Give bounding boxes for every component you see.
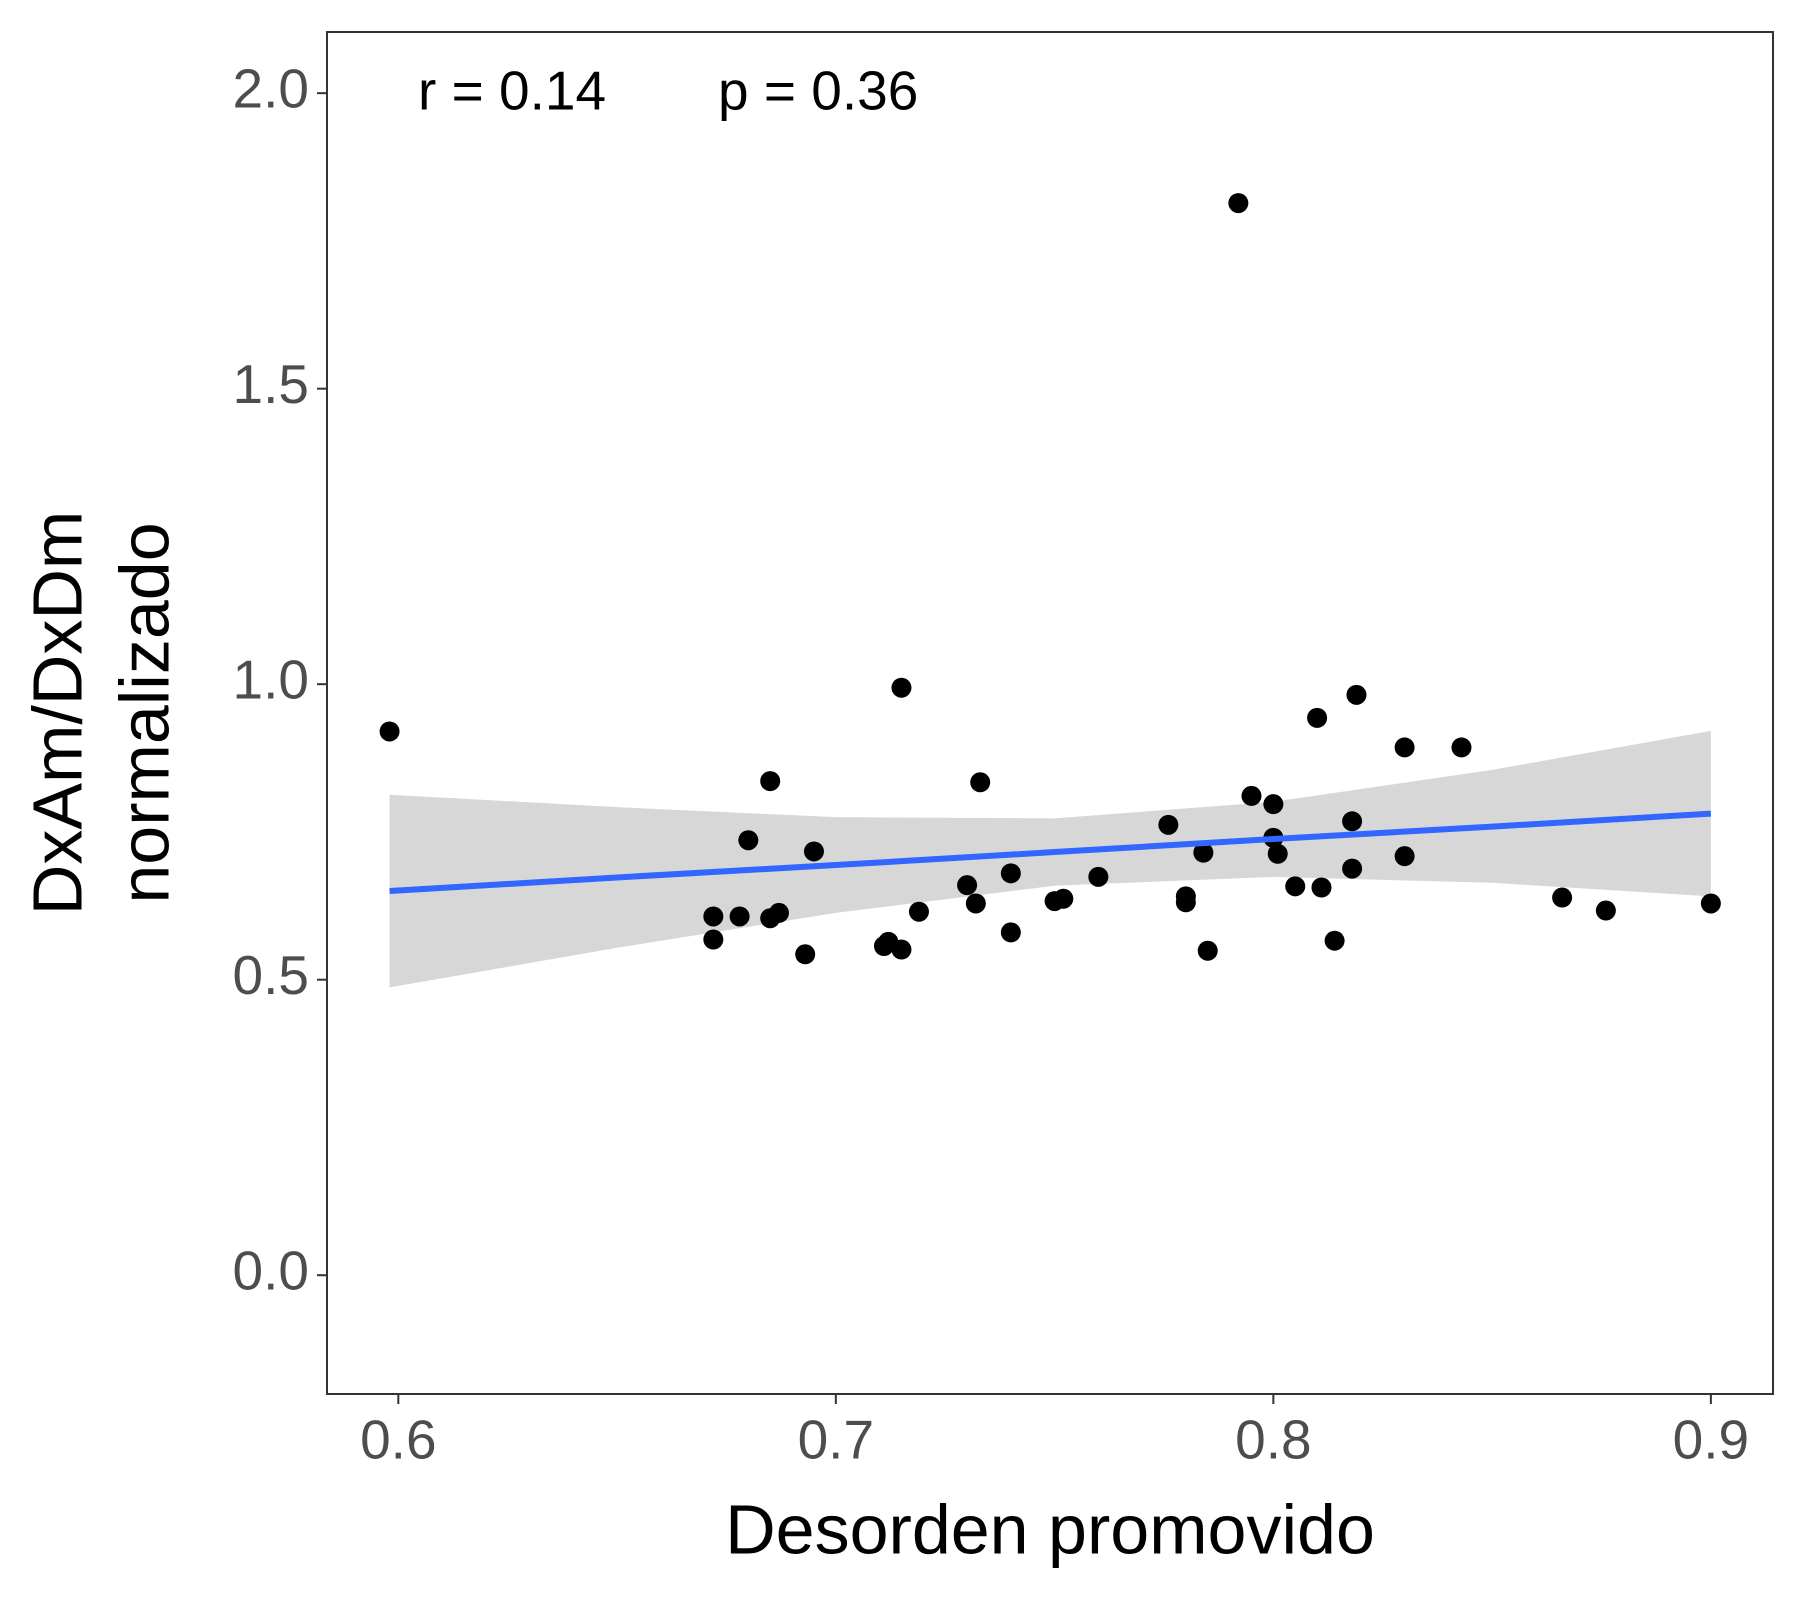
point	[1053, 888, 1074, 909]
point	[1175, 892, 1196, 913]
point	[1595, 900, 1616, 921]
point	[1197, 940, 1218, 961]
point	[703, 929, 724, 950]
point	[1451, 737, 1472, 758]
trend-line	[389, 810, 1712, 895]
point	[891, 939, 912, 960]
point	[760, 771, 781, 792]
point	[1285, 876, 1306, 897]
point	[379, 721, 400, 742]
y-tick-label: 0.5	[233, 944, 309, 1006]
point	[1088, 866, 1109, 887]
point	[1263, 794, 1284, 815]
annotation: p = 0.36	[718, 60, 918, 122]
point	[1342, 858, 1363, 879]
y-tick-label: 0.0	[233, 1240, 309, 1302]
y-tick-label: 1.0	[233, 649, 309, 711]
point	[1000, 922, 1021, 943]
plot-border	[326, 31, 1774, 1395]
x-axis-title: Desorden promovido	[725, 1490, 1375, 1568]
point	[1193, 842, 1214, 863]
x-tick-label: 0.8	[1235, 1409, 1311, 1471]
x-tick-label: 0.7	[798, 1409, 874, 1471]
point	[1307, 707, 1328, 728]
point	[703, 906, 724, 927]
point	[891, 677, 912, 698]
point	[1700, 893, 1721, 914]
annotation: r = 0.14	[418, 60, 606, 122]
y-tick-label: 1.5	[233, 353, 309, 415]
point	[1241, 785, 1262, 806]
point	[1394, 737, 1415, 758]
y-axis-title: DxAm/DxDm	[18, 511, 96, 915]
x-tick-label: 0.6	[360, 1409, 436, 1471]
y-tick-label: 2.0	[233, 58, 309, 120]
point	[768, 902, 789, 923]
point	[1228, 193, 1249, 214]
point	[803, 841, 824, 862]
point	[970, 772, 991, 793]
point	[1311, 877, 1332, 898]
y-axis-title: normalizado	[105, 522, 183, 903]
point	[1394, 846, 1415, 867]
point	[965, 893, 986, 914]
point	[1267, 843, 1288, 864]
point	[1324, 930, 1345, 951]
point	[1346, 684, 1367, 705]
point	[738, 830, 759, 851]
point	[957, 875, 978, 896]
point	[1158, 814, 1179, 835]
point	[795, 944, 816, 965]
point	[908, 901, 929, 922]
point	[1000, 863, 1021, 884]
point	[729, 906, 750, 927]
point	[1342, 811, 1363, 832]
x-tick-label: 0.9	[1673, 1409, 1749, 1471]
point	[1552, 887, 1573, 908]
